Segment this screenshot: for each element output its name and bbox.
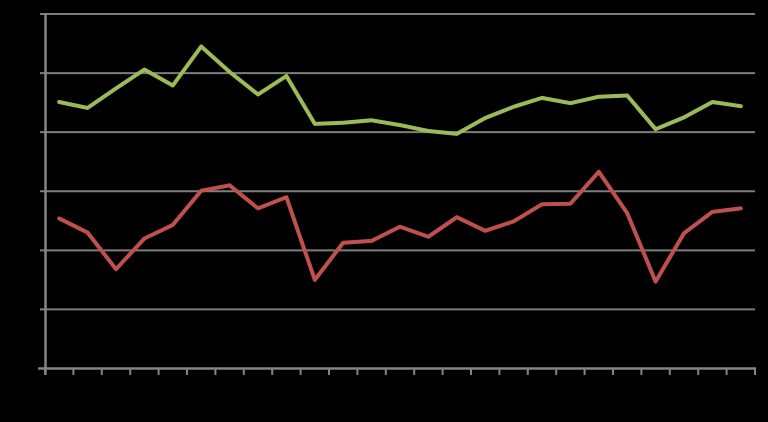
red-series-line bbox=[57, 169, 743, 284]
green-series-line bbox=[57, 44, 743, 136]
